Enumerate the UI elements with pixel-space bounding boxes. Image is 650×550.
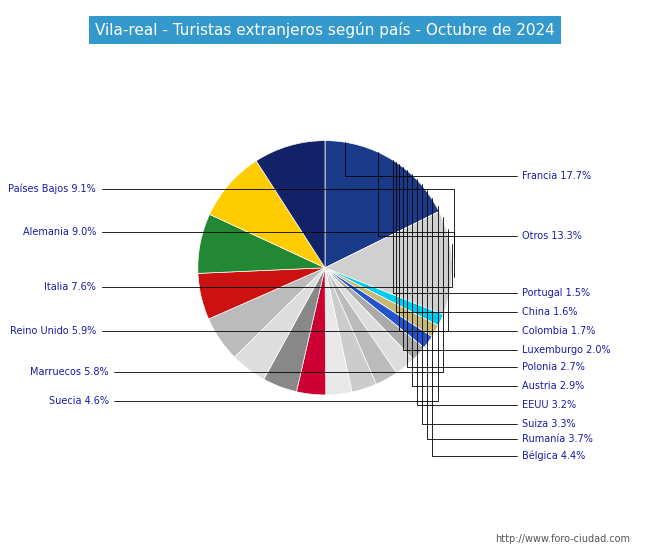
Text: Vila-real - Turistas extranjeros según país - Octubre de 2024: Vila-real - Turistas extranjeros según p… xyxy=(95,22,555,38)
Wedge shape xyxy=(325,268,352,395)
Wedge shape xyxy=(209,268,325,357)
Text: Suecia 4.6%: Suecia 4.6% xyxy=(49,206,437,406)
Text: Alemania 9.0%: Alemania 9.0% xyxy=(23,227,454,257)
Text: Bélgica 4.4%: Bélgica 4.4% xyxy=(432,197,586,461)
Wedge shape xyxy=(325,268,413,373)
Text: Austria 2.9%: Austria 2.9% xyxy=(411,174,584,391)
Text: Colombia 1.7%: Colombia 1.7% xyxy=(399,164,595,337)
Text: Italia 7.6%: Italia 7.6% xyxy=(44,244,452,292)
Text: Polonia 2.7%: Polonia 2.7% xyxy=(407,170,585,372)
Text: Suiza 3.3%: Suiza 3.3% xyxy=(422,184,576,429)
Text: Marruecos 5.8%: Marruecos 5.8% xyxy=(30,217,443,377)
Text: http://www.foro-ciudad.com: http://www.foro-ciudad.com xyxy=(495,535,630,544)
Wedge shape xyxy=(296,268,326,395)
Wedge shape xyxy=(325,268,438,337)
Wedge shape xyxy=(325,268,432,348)
Text: Luxemburgo 2.0%: Luxemburgo 2.0% xyxy=(403,167,611,355)
Text: Francia 17.7%: Francia 17.7% xyxy=(345,142,592,181)
Wedge shape xyxy=(256,141,325,268)
Wedge shape xyxy=(325,141,439,268)
Text: Rumanía 3.7%: Rumanía 3.7% xyxy=(427,190,593,444)
Wedge shape xyxy=(325,268,376,392)
Wedge shape xyxy=(198,268,325,319)
Text: EEUU 3.2%: EEUU 3.2% xyxy=(417,179,577,410)
Wedge shape xyxy=(235,268,325,379)
Wedge shape xyxy=(198,214,325,273)
Wedge shape xyxy=(264,268,325,392)
Wedge shape xyxy=(209,161,325,268)
Text: Portugal 1.5%: Portugal 1.5% xyxy=(393,160,590,298)
Wedge shape xyxy=(325,268,443,326)
Text: China 1.6%: China 1.6% xyxy=(396,162,578,317)
Text: Otros 13.3%: Otros 13.3% xyxy=(378,152,582,241)
Text: Reino Unido 5.9%: Reino Unido 5.9% xyxy=(10,229,448,337)
Wedge shape xyxy=(325,212,452,315)
Wedge shape xyxy=(325,268,424,359)
Text: Países Bajos 9.1%: Países Bajos 9.1% xyxy=(8,184,454,277)
Wedge shape xyxy=(325,268,396,384)
